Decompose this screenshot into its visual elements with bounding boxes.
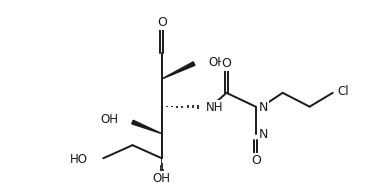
Text: OH: OH: [208, 55, 226, 69]
Text: O: O: [222, 57, 231, 70]
Text: OH: OH: [100, 113, 118, 125]
Text: Cl: Cl: [338, 85, 349, 98]
Text: O: O: [157, 16, 167, 29]
Text: OH: OH: [153, 172, 171, 185]
Text: N: N: [259, 101, 268, 114]
Text: NH: NH: [206, 101, 223, 114]
Text: N: N: [259, 128, 268, 141]
Polygon shape: [162, 62, 195, 79]
Text: O: O: [251, 154, 261, 167]
Polygon shape: [132, 120, 162, 134]
Text: HO: HO: [70, 152, 88, 166]
